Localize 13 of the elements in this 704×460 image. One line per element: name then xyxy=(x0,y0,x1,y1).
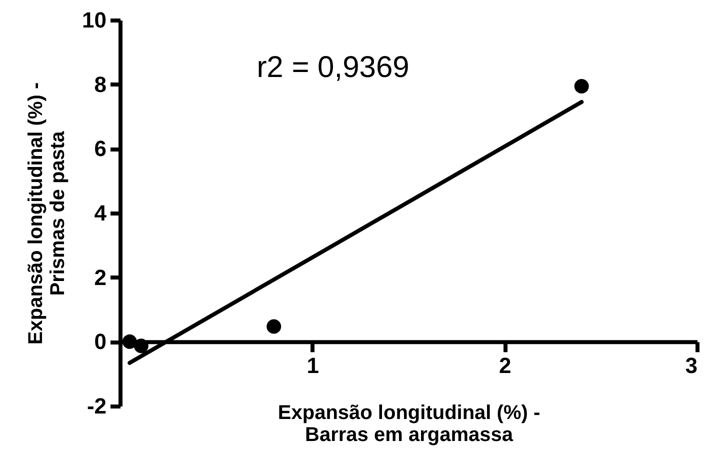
annotation: r2 = 0,9369 xyxy=(256,51,410,84)
x-tick-label: 2 xyxy=(499,353,512,378)
x-tick-label: 1 xyxy=(306,353,319,378)
y-tick-label: 0 xyxy=(94,329,106,354)
y-tick-label: 8 xyxy=(94,72,106,97)
y-tick-label: 4 xyxy=(94,200,108,226)
y-axis-title: Expansão longitudinal (%) - Prismas de pasta xyxy=(25,82,70,345)
x-tick-label: 3 xyxy=(685,353,698,378)
y-tick-label: 6 xyxy=(94,136,106,162)
x-axis-title: Expansão longitudinal (%) - Barras em argamassa xyxy=(278,402,540,446)
y-tick-label: 2 xyxy=(94,264,106,290)
y-tick-label: 10 xyxy=(82,8,106,32)
y-tick-label: -2 xyxy=(86,394,106,418)
